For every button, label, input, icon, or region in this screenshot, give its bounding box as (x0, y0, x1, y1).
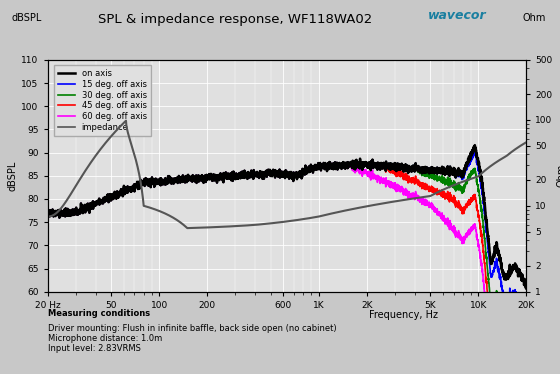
Text: Measuring conditions: Measuring conditions (48, 309, 150, 318)
Y-axis label: dBSPL: dBSPL (7, 160, 17, 191)
Y-axis label: Ohm: Ohm (557, 164, 560, 187)
Text: Ohm: Ohm (522, 13, 546, 23)
Legend: on axis, 15 deg. off axis, 30 deg. off axis, 45 deg. off axis, 60 deg. off axis,: on axis, 15 deg. off axis, 30 deg. off a… (54, 65, 151, 136)
Text: Frequency, Hz: Frequency, Hz (368, 310, 438, 321)
Text: Driver mounting: Flush in infinite baffle, back side open (no cabinet)
Microphon: Driver mounting: Flush in infinite baffl… (48, 324, 336, 353)
Text: SPL & impedance response, WF118WA02: SPL & impedance response, WF118WA02 (98, 13, 372, 26)
Text: wavecor: wavecor (428, 9, 487, 22)
Text: dBSPL: dBSPL (11, 13, 41, 23)
